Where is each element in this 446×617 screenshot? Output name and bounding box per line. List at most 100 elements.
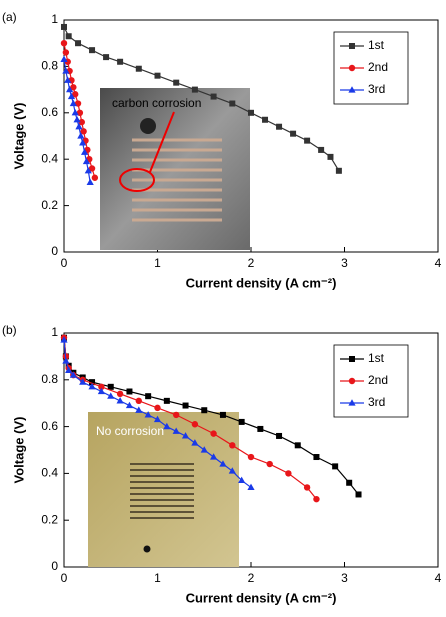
series-line [63,43,96,178]
data-point [163,397,170,404]
data-point [191,86,198,93]
data-point [79,139,87,146]
data-point [144,411,152,418]
data-point [346,479,353,486]
data-point [65,33,72,40]
data-point [75,122,83,130]
data-point [60,336,68,343]
y-tick-label: 0.2 [41,512,58,526]
data-point [294,442,301,449]
data-point [182,402,189,409]
data-point [173,79,180,86]
legend-label: 1st [368,38,385,52]
data-point [74,100,82,107]
x-tick-label: 3 [341,571,348,585]
data-point [80,148,89,155]
data-point [107,383,114,390]
data-point [65,366,73,374]
legend-label: 3rd [368,395,385,409]
x-axis-label: Current density (A cm⁻²) [186,275,337,290]
x-tick-label: 1 [154,571,161,585]
data-point [61,23,67,30]
data-point [117,58,124,65]
data-point [62,357,70,364]
y-tick-label: 0.4 [41,466,58,480]
x-tick-label: 4 [435,571,442,585]
data-point [135,406,143,413]
data-point [276,123,283,130]
data-point [200,446,208,453]
data-point [116,397,124,404]
x-axis-label: Current density (A cm⁻²) [186,590,337,605]
x-tick-label: 0 [61,571,68,585]
data-point [86,178,94,185]
data-point [103,54,110,61]
data-point [335,167,342,174]
x-tick-label: 1 [154,256,161,270]
panel-label: (b) [2,323,17,337]
data-point [78,118,85,126]
y-axis-label: Voltage (V) [11,103,26,170]
data-point [71,109,79,116]
data-point [191,421,199,428]
data-point [348,86,356,93]
data-point [88,383,96,390]
data-point [91,174,99,181]
data-point [327,153,334,160]
inset-photo: carbon corrosion [100,88,250,250]
data-point [201,407,208,414]
inset-photo: No corrosion [88,412,239,567]
data-point [67,92,76,100]
y-tick-label: 0 [51,559,58,573]
data-point [126,388,133,395]
data-point [154,72,161,79]
data-point [66,85,74,93]
data-point [191,439,199,446]
data-point [98,383,105,391]
x-tick-label: 4 [435,256,442,270]
data-point [172,427,180,434]
y-tick-label: 1 [51,12,58,26]
chart-panel: 0 1 2 3 4 0 0.2 0.4 0.6 0.8 1 (a) Current density (A… [2,10,442,290]
data-point [88,165,96,172]
data-point [107,392,115,399]
data-point [257,425,264,432]
data-point [125,401,134,409]
data-point [303,484,311,491]
data-point [73,115,81,123]
data-point [262,116,269,123]
y-tick-label: 0.2 [41,198,58,212]
data-point [348,399,356,406]
y-axis-label: Voltage (V) [11,417,26,484]
data-point [60,55,68,63]
x-tick-label: 3 [341,256,348,270]
data-point [266,460,273,468]
panel-label: (a) [2,10,17,24]
data-point [75,40,82,47]
data-point [349,43,355,49]
data-point [82,157,91,165]
data-point [154,404,161,412]
data-point [116,390,124,398]
data-point [276,432,283,439]
data-point [355,491,362,498]
data-point [290,130,297,137]
data-point [304,137,311,144]
data-point [173,411,180,419]
data-point [210,430,217,437]
data-point [349,356,355,362]
chart-panel: 0 1 2 3 4 0 0.2 0.4 0.6 0.8 1 (b) Current density (A… [2,323,442,605]
data-point [318,146,325,153]
data-point [247,453,255,461]
data-point [79,378,87,385]
x-tick-label: 2 [248,571,255,585]
data-point [229,100,236,107]
data-point [248,109,254,116]
data-point [313,495,320,503]
y-tick-label: 0 [51,244,58,258]
data-point [332,463,339,470]
data-point [70,84,77,91]
data-point [153,415,162,423]
y-tick-label: 0.6 [41,105,58,119]
